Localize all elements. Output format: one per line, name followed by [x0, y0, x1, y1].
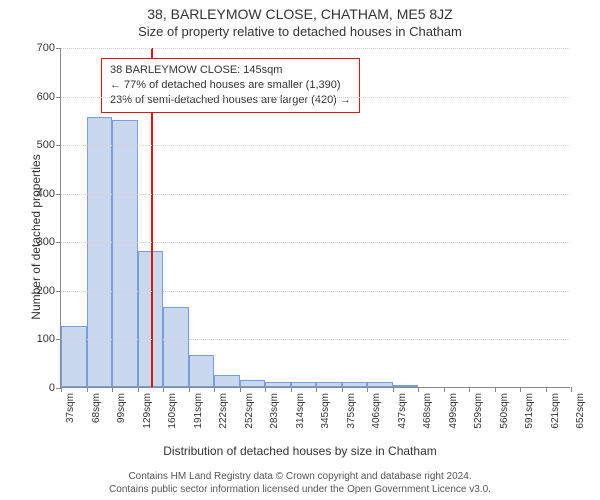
gridline — [61, 145, 570, 146]
gridline — [61, 339, 570, 340]
gridline — [61, 48, 570, 49]
histogram-bar — [393, 385, 419, 387]
y-tick — [56, 97, 61, 98]
title-main: 38, BARLEYMOW CLOSE, CHATHAM, ME5 8JZ — [0, 6, 600, 22]
x-tick-label: 437sqm — [397, 393, 408, 429]
x-tick — [393, 387, 394, 392]
x-tick-label: 314sqm — [295, 393, 306, 429]
x-tick — [291, 387, 292, 392]
x-tick-label: 375sqm — [346, 393, 357, 429]
gridline — [61, 291, 570, 292]
x-tick-label: 560sqm — [499, 393, 510, 429]
x-tick — [240, 387, 241, 392]
y-tick-label: 700 — [37, 42, 55, 54]
y-tick-label: 400 — [37, 188, 55, 200]
x-tick — [520, 387, 521, 392]
y-tick-label: 300 — [37, 236, 55, 248]
gridline — [61, 194, 570, 195]
x-tick — [495, 387, 496, 392]
x-tick-label: 591sqm — [524, 393, 535, 429]
histogram-bar — [163, 307, 189, 387]
x-tick-label: 129sqm — [142, 393, 153, 429]
x-tick-label: 345sqm — [320, 393, 331, 429]
annotation-line: 23% of semi-detached houses are larger (… — [110, 93, 351, 108]
x-tick — [546, 387, 547, 392]
y-tick-label: 200 — [37, 285, 55, 297]
footer-attribution: Contains HM Land Registry data © Crown c… — [0, 470, 600, 496]
x-tick-label: 37sqm — [65, 393, 76, 423]
y-tick-label: 100 — [37, 333, 55, 345]
plot-area: 38 BARLEYMOW CLOSE: 145sqm← 77% of detac… — [60, 48, 570, 388]
x-tick — [87, 387, 88, 392]
y-tick — [56, 194, 61, 195]
x-tick-label: 283sqm — [269, 393, 280, 429]
y-tick-label: 500 — [37, 139, 55, 151]
histogram-bar — [87, 117, 113, 387]
x-tick — [418, 387, 419, 392]
annotation-box: 38 BARLEYMOW CLOSE: 145sqm← 77% of detac… — [101, 58, 360, 113]
x-tick-label: 406sqm — [371, 393, 382, 429]
x-tick-label: 160sqm — [167, 393, 178, 429]
histogram-bar — [291, 382, 317, 387]
y-tick — [56, 48, 61, 49]
x-tick — [316, 387, 317, 392]
y-tick — [56, 339, 61, 340]
x-tick — [367, 387, 368, 392]
x-tick — [444, 387, 445, 392]
x-tick-label: 621sqm — [550, 393, 561, 429]
x-tick-label: 252sqm — [244, 393, 255, 429]
chart-container: 38, BARLEYMOW CLOSE, CHATHAM, ME5 8JZ Si… — [0, 0, 600, 500]
x-tick — [342, 387, 343, 392]
histogram-bar — [316, 382, 342, 387]
title-sub: Size of property relative to detached ho… — [0, 24, 600, 39]
x-tick-label: 652sqm — [575, 393, 586, 429]
x-tick — [138, 387, 139, 392]
annotation-line: 38 BARLEYMOW CLOSE: 145sqm — [110, 63, 351, 78]
histogram-bar — [214, 375, 240, 387]
histogram-bar — [189, 355, 215, 387]
histogram-bar — [367, 382, 393, 387]
x-tick-label: 191sqm — [193, 393, 204, 429]
x-tick-label: 68sqm — [91, 393, 102, 423]
x-tick — [189, 387, 190, 392]
x-tick — [61, 387, 62, 392]
x-tick — [571, 387, 572, 392]
footer-line-2: Contains public sector information licen… — [0, 483, 600, 496]
histogram-bar — [61, 326, 87, 387]
x-tick-label: 529sqm — [473, 393, 484, 429]
y-tick-label: 600 — [37, 91, 55, 103]
x-tick-label: 99sqm — [116, 393, 127, 423]
gridline — [61, 242, 570, 243]
y-tick — [56, 291, 61, 292]
x-tick-label: 222sqm — [218, 393, 229, 429]
x-tick — [163, 387, 164, 392]
x-tick — [265, 387, 266, 392]
x-tick-label: 468sqm — [422, 393, 433, 429]
y-tick-label: 0 — [49, 382, 55, 394]
x-tick — [112, 387, 113, 392]
x-tick — [469, 387, 470, 392]
histogram-bar — [342, 382, 368, 387]
x-tick-label: 499sqm — [448, 393, 459, 429]
y-tick — [56, 242, 61, 243]
histogram-bar — [112, 120, 138, 387]
annotation-line: ← 77% of detached houses are smaller (1,… — [110, 78, 351, 93]
x-tick — [214, 387, 215, 392]
histogram-bar — [240, 380, 266, 387]
y-tick — [56, 145, 61, 146]
histogram-bar — [265, 382, 291, 387]
x-axis-label: Distribution of detached houses by size … — [0, 444, 600, 458]
gridline — [61, 97, 570, 98]
footer-line-1: Contains HM Land Registry data © Crown c… — [0, 470, 600, 483]
